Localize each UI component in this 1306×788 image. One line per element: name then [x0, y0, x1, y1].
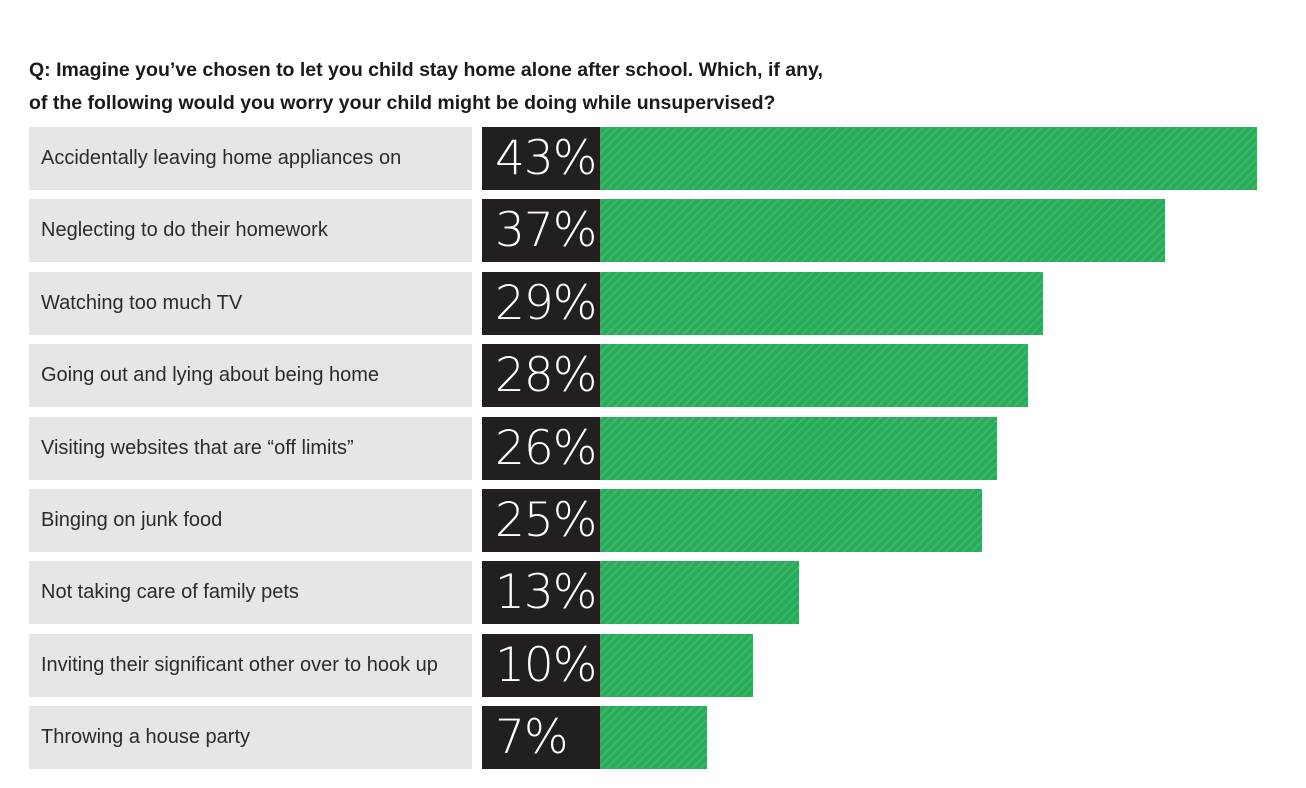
value-label-box: 43% [482, 127, 600, 190]
value-label: 10% [495, 638, 597, 693]
category-label: Binging on junk food [41, 509, 223, 531]
category-label-box: Binging on junk food [29, 489, 472, 552]
bar [600, 199, 1165, 262]
category-label-box: Neglecting to do their homework [29, 199, 472, 262]
bar [600, 706, 707, 769]
category-label-box: Visiting websites that are “off limits” [29, 417, 472, 480]
category-label: Throwing a house party [41, 726, 251, 748]
category-label: Visiting websites that are “off limits” [41, 437, 354, 459]
bar-row: Binging on junk food 25% [29, 489, 1269, 552]
chart-title-line-2: of the following would you worry your ch… [29, 92, 776, 114]
value-label: 28% [495, 348, 597, 403]
value-label-box: 37% [482, 199, 600, 262]
value-label-box: 7% [482, 706, 600, 769]
value-label-box: 10% [482, 634, 600, 697]
bar-row: Going out and lying about being home 28% [29, 344, 1269, 407]
value-label-box: 25% [482, 489, 600, 552]
category-label: Inviting their significant other over to… [41, 654, 438, 676]
value-label-box: 13% [482, 561, 600, 624]
bar-row: Accidentally leaving home appliances on 4… [29, 127, 1269, 190]
chart-title-line-1: Q: Imagine you’ve chosen to let you chil… [29, 59, 823, 81]
value-label: 29% [495, 276, 597, 331]
category-label-box: Watching too much TV [29, 272, 472, 335]
value-label: 7% [495, 710, 569, 765]
value-label: 43% [495, 131, 597, 186]
category-label: Not taking care of family pets [41, 581, 299, 603]
category-label-box: Going out and lying about being home [29, 344, 472, 407]
chart-title: Q: Imagine you’ve chosen to let you chil… [29, 54, 929, 120]
bar [600, 417, 997, 480]
bar-row: Throwing a house party 7% [29, 706, 1269, 769]
bar [600, 561, 799, 624]
value-label-box: 29% [482, 272, 600, 335]
value-label-box: 26% [482, 417, 600, 480]
category-label: Neglecting to do their homework [41, 219, 328, 241]
bar-row: Not taking care of family pets 13% [29, 561, 1269, 624]
bar-row: Watching too much TV 29% [29, 272, 1269, 335]
category-label: Going out and lying about being home [41, 364, 380, 386]
bar-row: Neglecting to do their homework 37% [29, 199, 1269, 262]
category-label-box: Accidentally leaving home appliances on [29, 127, 472, 190]
category-label: Accidentally leaving home appliances on [41, 147, 402, 169]
value-label: 13% [495, 565, 597, 620]
bar [600, 127, 1257, 190]
bar [600, 489, 982, 552]
value-label: 37% [495, 203, 597, 258]
bar-row: Visiting websites that are “off limits” 2… [29, 417, 1269, 480]
category-label-box: Inviting their significant other over to… [29, 634, 472, 697]
category-label-box: Not taking care of family pets [29, 561, 472, 624]
value-label: 26% [495, 421, 597, 476]
bar [600, 634, 753, 697]
value-label: 25% [495, 493, 597, 548]
bar [600, 344, 1028, 407]
value-label-box: 28% [482, 344, 600, 407]
category-label-box: Throwing a house party [29, 706, 472, 769]
category-label: Watching too much TV [41, 292, 243, 314]
bar [600, 272, 1043, 335]
bar-row: Inviting their significant other over to… [29, 634, 1269, 697]
